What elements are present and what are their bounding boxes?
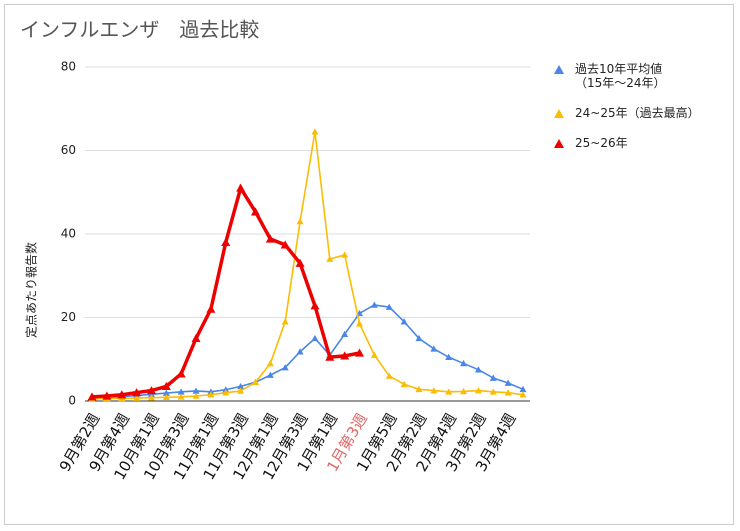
legend-icon <box>554 109 564 118</box>
data-point <box>296 348 304 355</box>
data-point <box>207 391 215 398</box>
data-point <box>326 255 334 262</box>
y-tick-label: 40 <box>61 227 76 241</box>
data-point <box>251 378 259 386</box>
data-point <box>222 389 230 396</box>
data-point <box>102 391 112 400</box>
data-point <box>221 237 231 246</box>
data-point <box>325 352 335 361</box>
data-point <box>296 217 304 225</box>
data-point <box>460 359 468 367</box>
legend-item: 25~26年 <box>553 136 700 150</box>
data-point <box>177 388 185 395</box>
data-point <box>474 387 482 394</box>
data-point <box>161 381 171 390</box>
data-point <box>295 258 305 267</box>
legend-marker <box>554 139 564 148</box>
data-point <box>237 387 245 394</box>
data-point <box>266 371 274 378</box>
data-point <box>504 379 512 386</box>
data-point <box>310 301 320 310</box>
data-point <box>341 330 349 337</box>
legend-item: 過去10年平均値 （15年〜24年） <box>553 62 700 90</box>
data-point <box>237 382 245 390</box>
chart-frame <box>4 4 734 525</box>
data-point <box>415 385 423 393</box>
legend-label: 過去10年平均値 （15年〜24年） <box>575 62 666 90</box>
data-point <box>385 372 393 379</box>
data-point <box>356 320 364 327</box>
data-point <box>162 389 170 396</box>
data-point <box>400 380 408 388</box>
y-tick-label: 0 <box>68 394 76 408</box>
data-point <box>519 391 527 398</box>
data-point <box>400 318 408 325</box>
data-point <box>162 393 170 401</box>
data-point <box>311 128 319 135</box>
data-point <box>504 389 512 396</box>
data-point <box>132 388 142 397</box>
series-line <box>91 131 524 400</box>
data-point <box>250 207 260 216</box>
data-point <box>192 392 200 399</box>
data-point <box>236 183 246 192</box>
legend-icon <box>554 139 564 148</box>
data-point <box>280 240 290 249</box>
data-point <box>460 387 468 395</box>
data-point <box>385 303 393 310</box>
data-point <box>87 392 97 401</box>
legend-marker <box>554 109 564 118</box>
data-point <box>474 366 482 373</box>
legend: 過去10年平均値 （15年〜24年） 24~25年（過去最高） 25~26年 <box>553 62 700 166</box>
data-point <box>176 369 186 378</box>
series-line <box>91 304 524 399</box>
legend-label: 25~26年 <box>575 136 628 150</box>
y-tick-label: 80 <box>61 60 76 74</box>
data-point <box>430 387 438 394</box>
chart-title: インフルエンザ 過去比較 <box>20 18 259 42</box>
data-point <box>191 333 201 342</box>
data-point <box>281 364 289 371</box>
data-point <box>192 387 200 394</box>
y-axis-label: 定点あたり報告数 <box>24 242 39 338</box>
y-tick-label: 60 <box>61 143 76 157</box>
legend-item: 24~25年（過去最高） <box>553 106 700 120</box>
data-point <box>177 393 185 400</box>
data-point <box>341 251 349 258</box>
data-point <box>117 390 127 399</box>
data-point <box>311 334 319 342</box>
data-point <box>370 301 378 308</box>
data-point <box>340 351 350 360</box>
data-point <box>430 345 438 352</box>
y-tick-label: 20 <box>61 310 76 324</box>
series-line <box>91 183 360 399</box>
data-point <box>519 385 527 393</box>
data-point <box>489 374 497 381</box>
data-point <box>265 234 275 243</box>
data-point <box>489 388 497 395</box>
data-point <box>281 318 289 325</box>
data-point <box>133 394 141 401</box>
legend-marker <box>554 65 564 74</box>
data-point <box>445 353 453 360</box>
data-point <box>370 351 378 358</box>
data-point <box>266 359 274 367</box>
legend-icon <box>554 65 564 74</box>
data-point <box>445 388 453 395</box>
data-point <box>415 334 423 342</box>
legend-label: 24~25年（過去最高） <box>575 106 700 120</box>
data-point <box>146 386 156 395</box>
data-point <box>206 304 216 313</box>
data-point <box>147 394 155 401</box>
data-point <box>355 348 365 357</box>
